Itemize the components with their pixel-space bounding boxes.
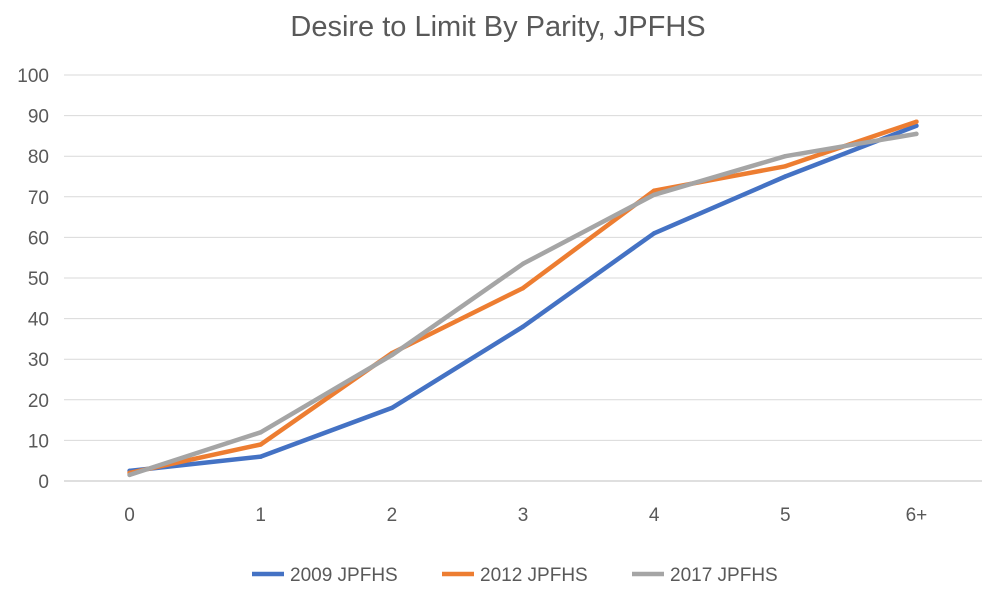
data-point [258, 430, 263, 435]
gridlines [64, 74, 982, 482]
data-point [389, 352, 395, 358]
y-tick-label: 70 [28, 188, 49, 209]
y-tick-label: 60 [28, 228, 49, 249]
legend-item: 2017 JPFHS [632, 565, 778, 586]
data-point [914, 131, 919, 137]
x-tick-label: 0 [124, 505, 135, 526]
data-point [783, 174, 788, 179]
data-point [520, 285, 526, 291]
series-line-2009 [127, 123, 919, 474]
y-tick-label: 10 [28, 431, 49, 452]
data-point [520, 261, 526, 266]
y-tick-label: 100 [17, 66, 49, 87]
series-line-2017 [127, 131, 919, 478]
y-tick-label: 0 [38, 472, 49, 493]
data-point [914, 119, 919, 124]
data-point [783, 164, 788, 169]
legend-item: 2012 JPFHS [442, 565, 588, 586]
y-tick-label: 90 [28, 107, 49, 128]
data-point [258, 442, 263, 447]
x-tick-label: 1 [255, 505, 266, 526]
data-point [914, 123, 919, 128]
data-point [389, 405, 395, 411]
x-tick-label: 6+ [906, 505, 928, 526]
legend-label: 2009 JPFHS [290, 565, 398, 586]
y-axis-tick-labels: 0 10 20 30 40 50 60 70 80 90 100 [17, 66, 49, 493]
data-point [127, 472, 132, 478]
y-tick-label: 80 [28, 147, 49, 168]
x-tick-label: 2 [387, 505, 398, 526]
legend: 2009 JPFHS 2012 JPFHS 2017 JPFHS [252, 565, 778, 586]
x-tick-label: 5 [780, 505, 791, 526]
y-tick-label: 20 [28, 391, 49, 412]
data-point [651, 188, 657, 193]
data-point [651, 231, 657, 236]
x-tick-label: 3 [518, 505, 529, 526]
legend-label: 2017 JPFHS [670, 565, 778, 586]
legend-item: 2009 JPFHS [252, 565, 398, 586]
series-lines [127, 119, 919, 478]
chart-title: Desire to Limit By Parity, JPFHS [290, 11, 705, 43]
legend-label: 2012 JPFHS [480, 565, 588, 586]
y-tick-label: 30 [28, 350, 49, 371]
x-axis-tick-labels: 0 1 2 3 4 5 6+ [124, 505, 927, 526]
y-tick-label: 40 [28, 310, 49, 331]
y-tick-label: 50 [28, 269, 49, 290]
x-tick-label: 4 [649, 505, 660, 526]
data-point [783, 154, 788, 159]
data-point [651, 192, 657, 197]
series-line-2012 [127, 119, 919, 476]
data-point [520, 324, 526, 329]
data-point [258, 454, 263, 459]
